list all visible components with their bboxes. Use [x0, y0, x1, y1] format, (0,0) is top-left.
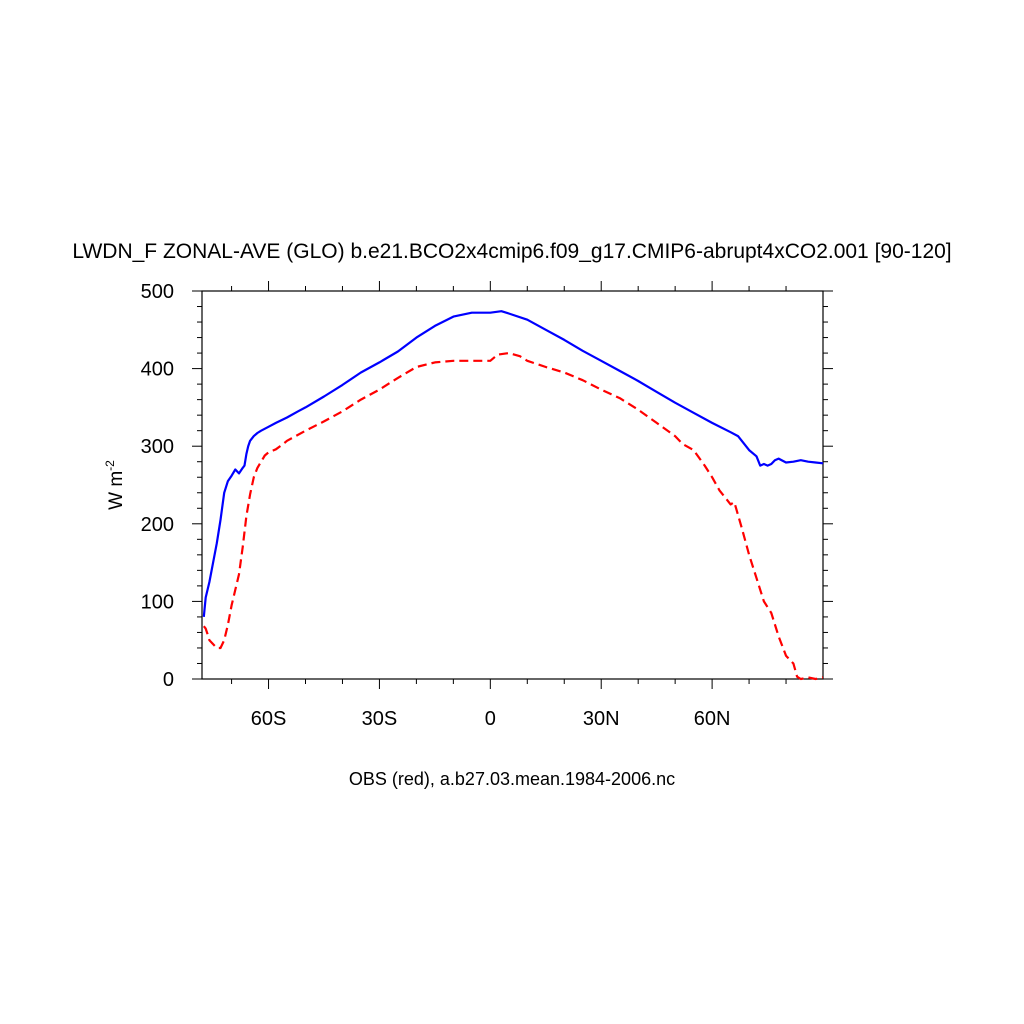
x-tick-label: 0	[485, 708, 496, 730]
y-axis-label: W m-2	[103, 460, 127, 510]
x-tick-label: 30N	[583, 708, 620, 730]
y-tick-label: 300	[141, 436, 174, 458]
chart-caption: OBS (red), a.b27.03.mean.1984-2006.nc	[349, 769, 675, 789]
y-tick-label: 200	[141, 514, 174, 536]
series-layer	[202, 310, 824, 681]
y-tick-label: 500	[141, 281, 174, 303]
axes-layer: 60S 30S 0 30N 60N 0 100 200 300 400 500	[141, 281, 833, 730]
plot-frame	[201, 290, 824, 680]
series-line-1	[202, 310, 824, 618]
x-tick-label: 60S	[251, 708, 287, 730]
y-tick-label: 0	[163, 669, 174, 691]
x-tick-label: 60N	[694, 708, 731, 730]
y-axis-label-exponent: -2	[103, 460, 117, 471]
chart-title: LWDN_F ZONAL-AVE (GLO) b.e21.BCO2x4cmip6…	[72, 240, 951, 263]
x-tick-label: 30S	[362, 708, 398, 730]
plot-area	[201, 290, 824, 680]
y-axis-label-unit: W m	[106, 471, 127, 510]
series-line-2	[202, 352, 824, 681]
y-tick-label: 400	[141, 359, 174, 381]
y-tick-label: 100	[141, 591, 174, 613]
